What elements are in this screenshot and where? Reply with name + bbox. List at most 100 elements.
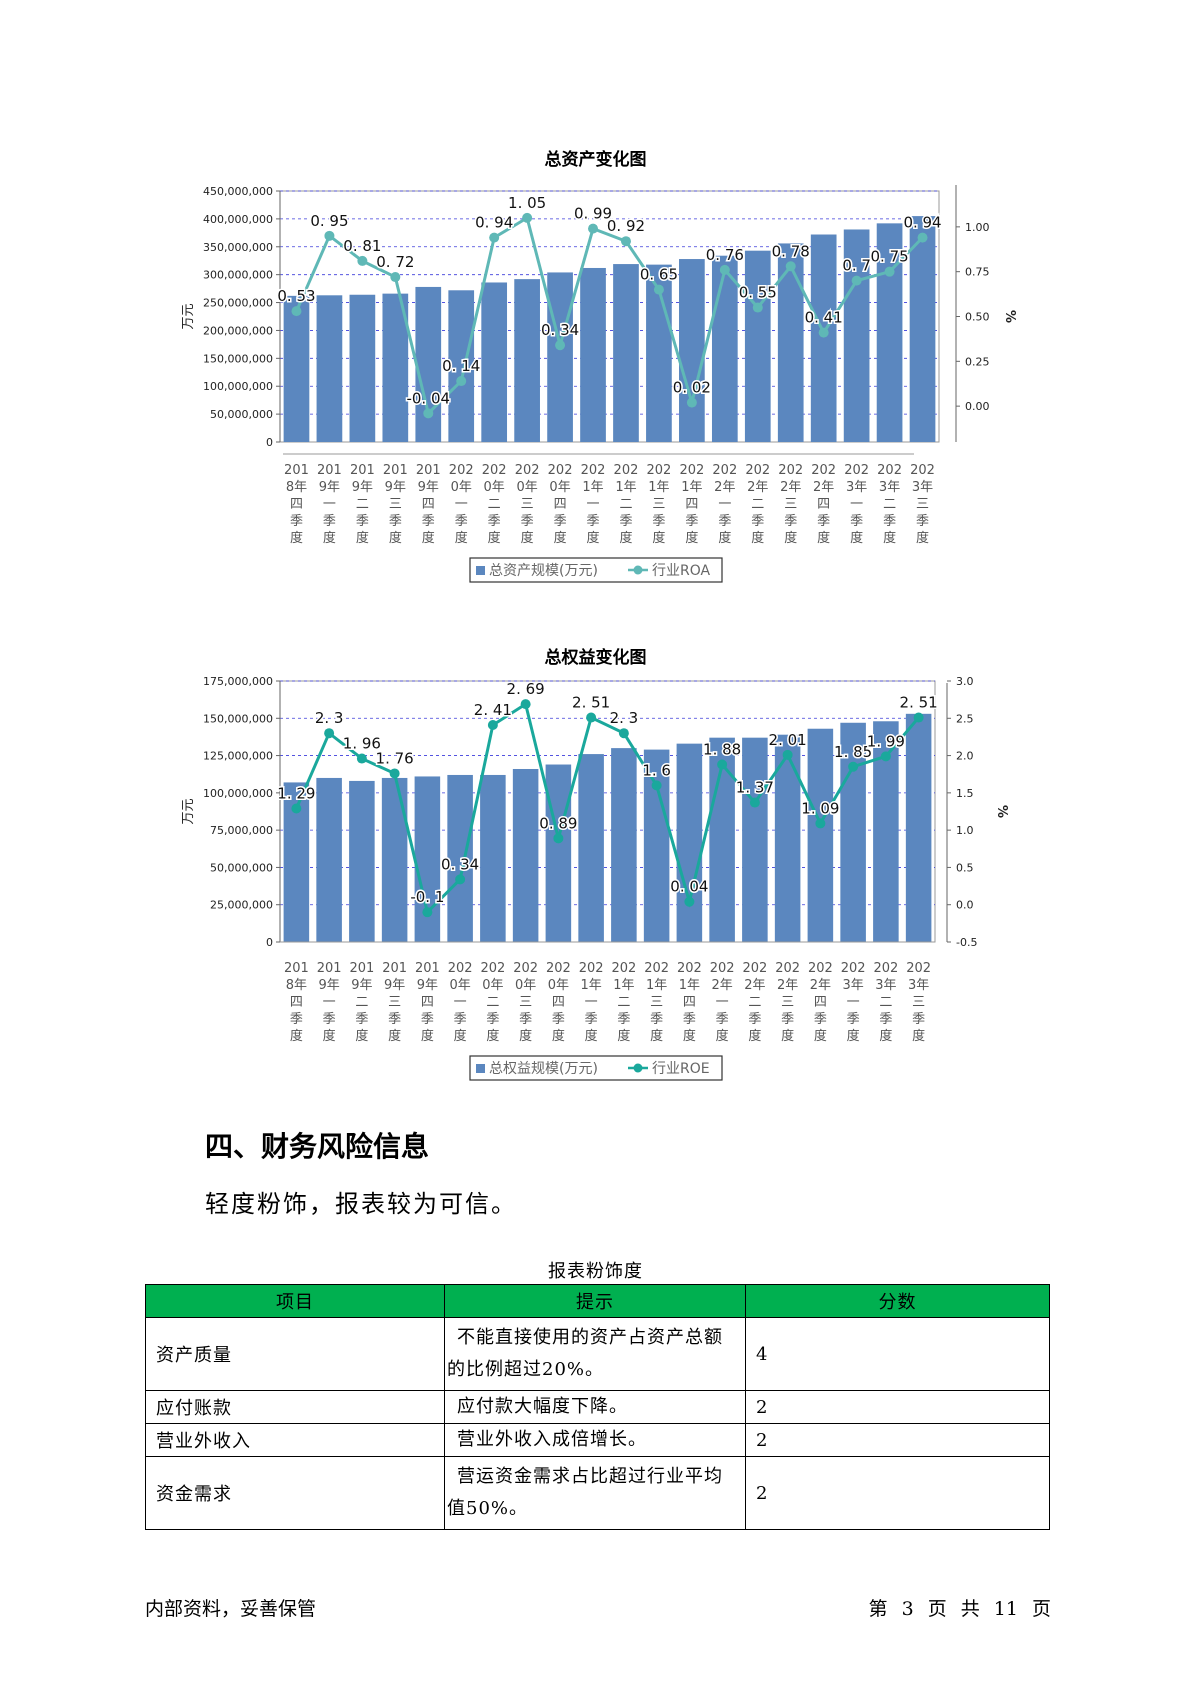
- x-tick-label: 三: [912, 995, 925, 1010]
- data-label: 1. 96: [343, 735, 381, 753]
- bar: [843, 229, 870, 442]
- header-item: 项目: [145, 1284, 445, 1318]
- footer-confidential: 内部资料，妥善保管: [145, 1598, 317, 1620]
- x-tick-label: 202: [647, 463, 672, 478]
- bar: [381, 777, 408, 942]
- section-title: 四、财务风险信息: [205, 1130, 430, 1163]
- line-point: [880, 751, 891, 762]
- data-label: 0. 02: [673, 379, 711, 397]
- x-tick-label: 三: [650, 995, 663, 1010]
- x-tick-label: 一: [323, 995, 336, 1010]
- bar: [711, 255, 738, 442]
- x-tick-label: 202: [745, 463, 770, 478]
- line-point: [848, 761, 859, 772]
- x-tick-label: 1年: [648, 480, 669, 495]
- x-tick-label: 9年: [385, 480, 406, 495]
- data-label: 0. 41: [805, 309, 843, 327]
- y2-tick-label: 1.0: [956, 824, 974, 837]
- x-tick-label: 9年: [417, 978, 438, 993]
- data-label: 2. 69: [507, 680, 545, 698]
- x-tick-label: 季: [455, 514, 468, 529]
- line-point: [423, 408, 434, 419]
- x-tick-label: 202: [449, 463, 474, 478]
- chart-title: 总资产变化图: [544, 150, 647, 170]
- y-tick-label: 100,000,000: [203, 380, 273, 393]
- x-tick-label: 202: [679, 463, 704, 478]
- bar: [316, 777, 342, 942]
- x-tick-label: 一: [585, 995, 598, 1010]
- line-point: [555, 340, 566, 351]
- x-tick-label: 202: [515, 463, 540, 478]
- x-tick-label: 季: [916, 514, 929, 529]
- x-tick-label: 201: [284, 961, 309, 976]
- table-row: 资金需求 营运资金需求占比超过行业平均值50%。 2: [145, 1456, 1050, 1530]
- x-tick-label: 季: [716, 1012, 729, 1027]
- data-label: 1. 37: [736, 779, 774, 797]
- x-tick-label: 202: [808, 961, 833, 976]
- x-tick-label: 季: [650, 1012, 663, 1027]
- x-tick-label: 202: [742, 961, 767, 976]
- y2-tick-label: 0.75: [965, 266, 990, 279]
- x-tick-label: 季: [879, 1012, 892, 1027]
- legend-line-label: 行业ROA: [652, 563, 711, 579]
- x-tick-label: 度: [850, 530, 863, 546]
- x-tick-label: 1年: [580, 978, 601, 993]
- bar: [448, 290, 475, 442]
- data-label: 0. 65: [640, 266, 678, 284]
- x-tick-label: 二: [488, 497, 501, 512]
- bar: [676, 743, 703, 942]
- x-tick-label: 度: [652, 530, 665, 546]
- x-tick-label: 三: [388, 995, 401, 1010]
- y-tick-label: 50,000,000: [210, 408, 273, 421]
- x-tick-label: 2年: [810, 978, 831, 993]
- x-tick-label: 季: [587, 514, 600, 529]
- x-tick-label: 1年: [681, 480, 702, 495]
- data-label: 0. 94: [475, 214, 513, 232]
- bar: [480, 774, 506, 942]
- bar: [580, 267, 606, 442]
- x-tick-label: 度: [552, 1028, 565, 1044]
- line-point: [653, 284, 664, 295]
- x-tick-label: 201: [416, 463, 441, 478]
- line-point: [686, 397, 697, 408]
- line-point: [917, 232, 928, 243]
- y2-tick-label: 3.0: [956, 675, 974, 688]
- x-tick-label: 二: [883, 497, 896, 512]
- total-equity-chart: 总权益变化图 0 25,000,000 50,000,000 75,000,000 10…: [0, 638, 1191, 1088]
- x-tick-label: 季: [850, 514, 863, 529]
- y2-tick-label: 0.0: [956, 899, 974, 912]
- footer-page-number: 第 3 页 共 11 页: [868, 1598, 1051, 1620]
- x-tick-label: 度: [356, 530, 369, 546]
- x-tick-label: 1年: [615, 480, 636, 495]
- bar: [810, 234, 837, 442]
- y2-tick-label: 2.0: [956, 750, 974, 763]
- x-tick-label: 季: [488, 514, 501, 529]
- x-tick-label: 度: [389, 530, 402, 546]
- x-tick-label: 二: [751, 497, 764, 512]
- line-point: [618, 728, 629, 739]
- x-tick-label: 一: [454, 995, 467, 1010]
- x-tick-label: 季: [389, 514, 402, 529]
- legend-bar-swatch: [476, 1064, 485, 1073]
- line-point: [456, 376, 467, 387]
- x-tick-label: 202: [579, 961, 604, 976]
- line-point: [588, 223, 599, 234]
- x-tick-label: 202: [877, 463, 902, 478]
- x-tick-label: 度: [323, 530, 336, 546]
- header-score: 分数: [745, 1284, 1050, 1318]
- data-label: 2. 41: [474, 701, 512, 719]
- bar: [578, 754, 604, 942]
- x-tick-label: 2年: [813, 480, 834, 495]
- x-tick-label: 季: [883, 514, 896, 529]
- x-tick-label: 季: [683, 1012, 696, 1027]
- x-tick-label: 季: [652, 514, 665, 529]
- x-tick-label: 季: [454, 1012, 467, 1027]
- x-tick-label: 度: [847, 1028, 860, 1044]
- legend-bar-label: 总权益规模(万元): [489, 1061, 598, 1077]
- x-tick-label: 度: [421, 1028, 434, 1044]
- row-hint: 营业外收入成倍增长。: [444, 1423, 746, 1457]
- line-point: [785, 261, 796, 272]
- x-tick-label: 度: [814, 1028, 827, 1044]
- bar: [840, 722, 866, 942]
- row-hint: 应付款大幅度下降。: [444, 1390, 746, 1424]
